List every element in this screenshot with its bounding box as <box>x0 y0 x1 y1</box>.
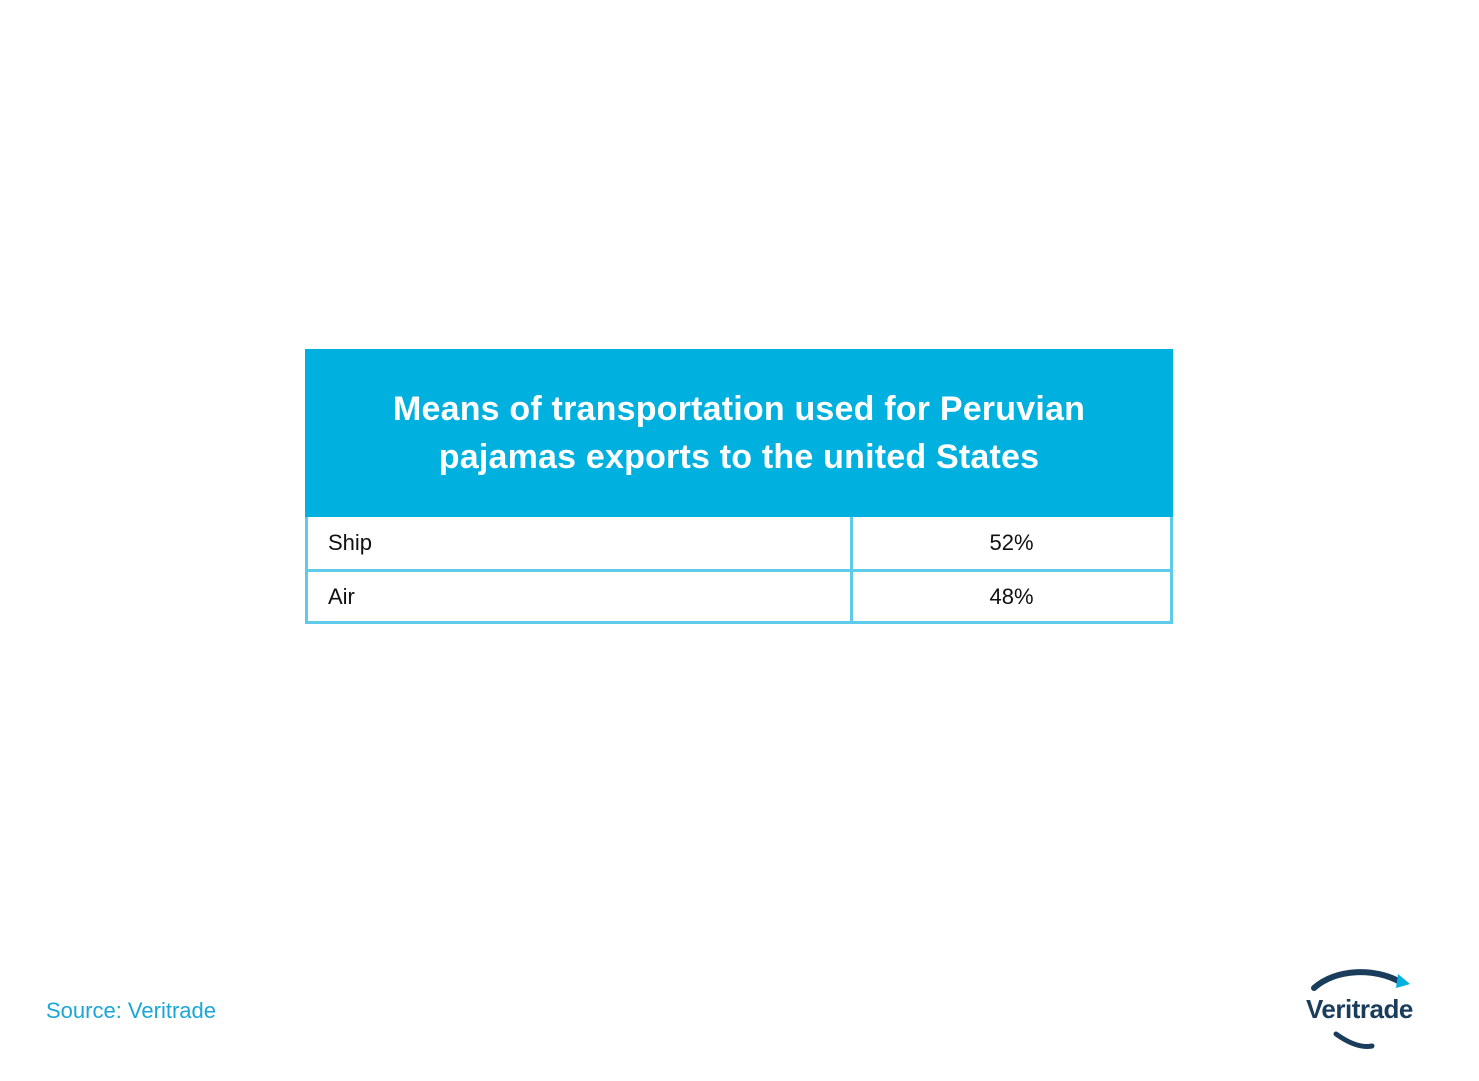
veritrade-logo: Veritrade <box>1306 968 1430 1052</box>
table-row: Ship 52% <box>308 517 1170 569</box>
row-value: 52% <box>989 530 1034 555</box>
source-text: Source: Veritrade <box>46 998 216 1023</box>
row-label: Ship <box>308 517 853 569</box>
logo-text: Veritrade <box>1306 994 1413 1024</box>
table-title: Means of transportation used for Peruvia… <box>392 390 1086 476</box>
table-body: Ship 52% Air 48% <box>305 517 1173 624</box>
row-label: Air <box>308 572 853 621</box>
table-row: Air 48% <box>308 569 1170 621</box>
table-header: Means of transportation used for Peruvia… <box>305 349 1173 517</box>
row-value: 48% <box>989 583 1034 609</box>
transport-table: Means of transportation used for Peruvia… <box>305 349 1173 624</box>
logo-swoosh-icon <box>1311 969 1410 1049</box>
